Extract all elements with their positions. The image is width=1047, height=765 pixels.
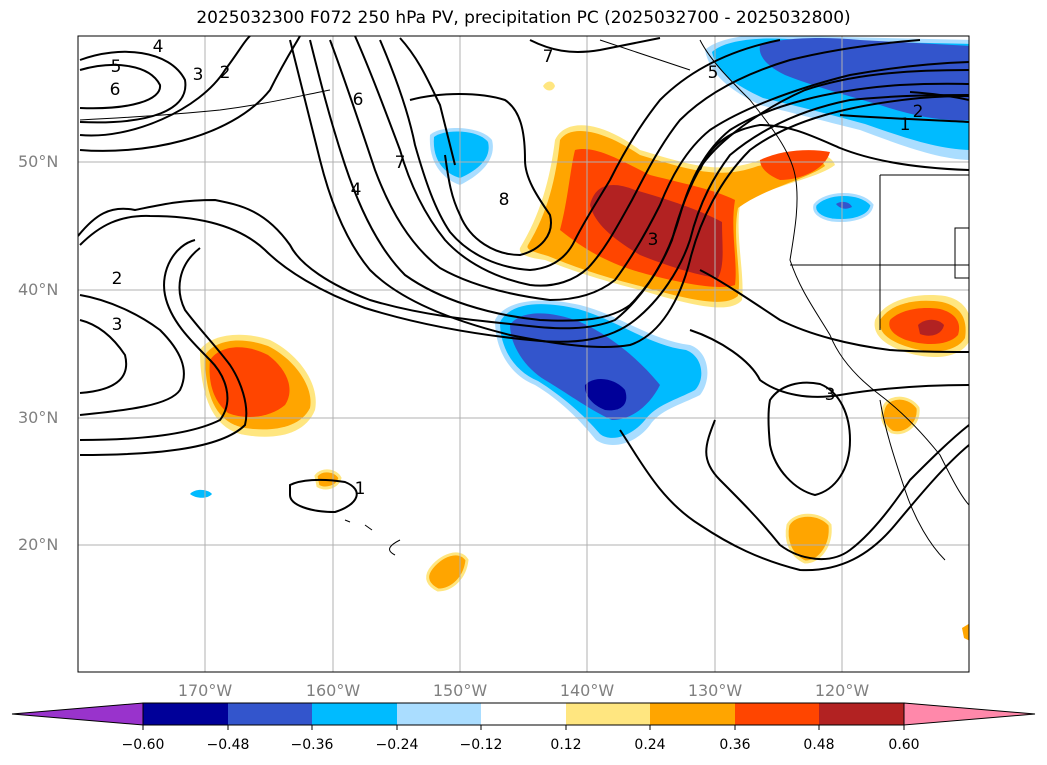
map-area: 5 4 3 2 6 6 7 7 4 8 5 2 1 3 2 3 3 1 — [78, 36, 969, 672]
colorbar-tick-label: −0.60 — [121, 737, 165, 753]
colorbar-segment — [566, 703, 650, 725]
colorbar-tick-label: 0.24 — [634, 737, 666, 753]
contour-label: 3 — [193, 65, 204, 85]
lon-label: 160°W — [305, 681, 361, 700]
figure-title: 2025032300 F072 250 hPa PV, precipitatio… — [196, 8, 851, 28]
colorbar-segment — [819, 703, 904, 725]
colorbar-tick-label: 0.48 — [803, 737, 835, 753]
colorbar-segment — [143, 703, 228, 725]
lat-label: 20°N — [18, 535, 59, 554]
contour-label: 5 — [708, 63, 719, 83]
lat-label: 50°N — [18, 152, 59, 171]
contour-label: 3 — [648, 230, 659, 250]
contour-label: 8 — [499, 190, 510, 210]
lon-label: 150°W — [432, 681, 488, 700]
colorbar-segment — [735, 703, 819, 725]
contour-label: 1 — [355, 479, 366, 499]
lat-label: 40°N — [18, 280, 59, 299]
colorbar-segment — [312, 703, 397, 725]
colorbar-tick-label: −0.48 — [206, 737, 250, 753]
colorbar-segment — [228, 703, 312, 725]
lon-label: 120°W — [814, 681, 870, 700]
colorbar-tick-label: −0.24 — [375, 737, 419, 753]
positive-anomaly-fills — [200, 81, 969, 641]
contour-label: 1 — [900, 115, 911, 135]
contour-label: 3 — [112, 315, 123, 335]
contour-labels: 5 4 3 2 6 6 7 7 4 8 5 2 1 3 2 3 3 1 — [110, 37, 924, 499]
lon-label: 130°W — [687, 681, 743, 700]
colorbar-extend-low — [11, 702, 144, 726]
colorbar-extend-high — [903, 702, 1036, 726]
colorbar-tick-label: 0.12 — [550, 737, 582, 753]
contour-label: 2 — [112, 269, 123, 289]
colorbar-segment — [481, 703, 566, 725]
contour-label: 4 — [153, 37, 164, 57]
colorbar-tick-label: 0.36 — [719, 737, 751, 753]
colorbar-tick-label: 0.60 — [888, 737, 920, 753]
map-frame — [77, 35, 970, 673]
contour-label: 2 — [913, 102, 924, 122]
graticule — [78, 36, 969, 672]
pv-contours — [78, 36, 969, 572]
contour-label: 5 — [111, 57, 122, 77]
lon-label: 140°W — [559, 681, 615, 700]
contour-label: 2 — [220, 63, 231, 83]
contour-label: 3 — [825, 385, 836, 405]
colorbar-segment — [650, 703, 735, 725]
lat-label: 30°N — [18, 408, 59, 427]
contour-label: 6 — [110, 80, 121, 100]
contour-label: 4 — [351, 180, 362, 200]
lon-label: 170°W — [177, 681, 233, 700]
colorbar-segment — [397, 703, 481, 725]
colorbar-tick-label: −0.12 — [459, 737, 503, 753]
contour-label: 7 — [543, 47, 554, 67]
coastlines — [79, 39, 969, 561]
colorbar — [11, 702, 1036, 730]
colorbar-tick-label: −0.36 — [290, 737, 334, 753]
contour-label: 6 — [353, 90, 364, 110]
contour-label: 7 — [395, 153, 406, 173]
